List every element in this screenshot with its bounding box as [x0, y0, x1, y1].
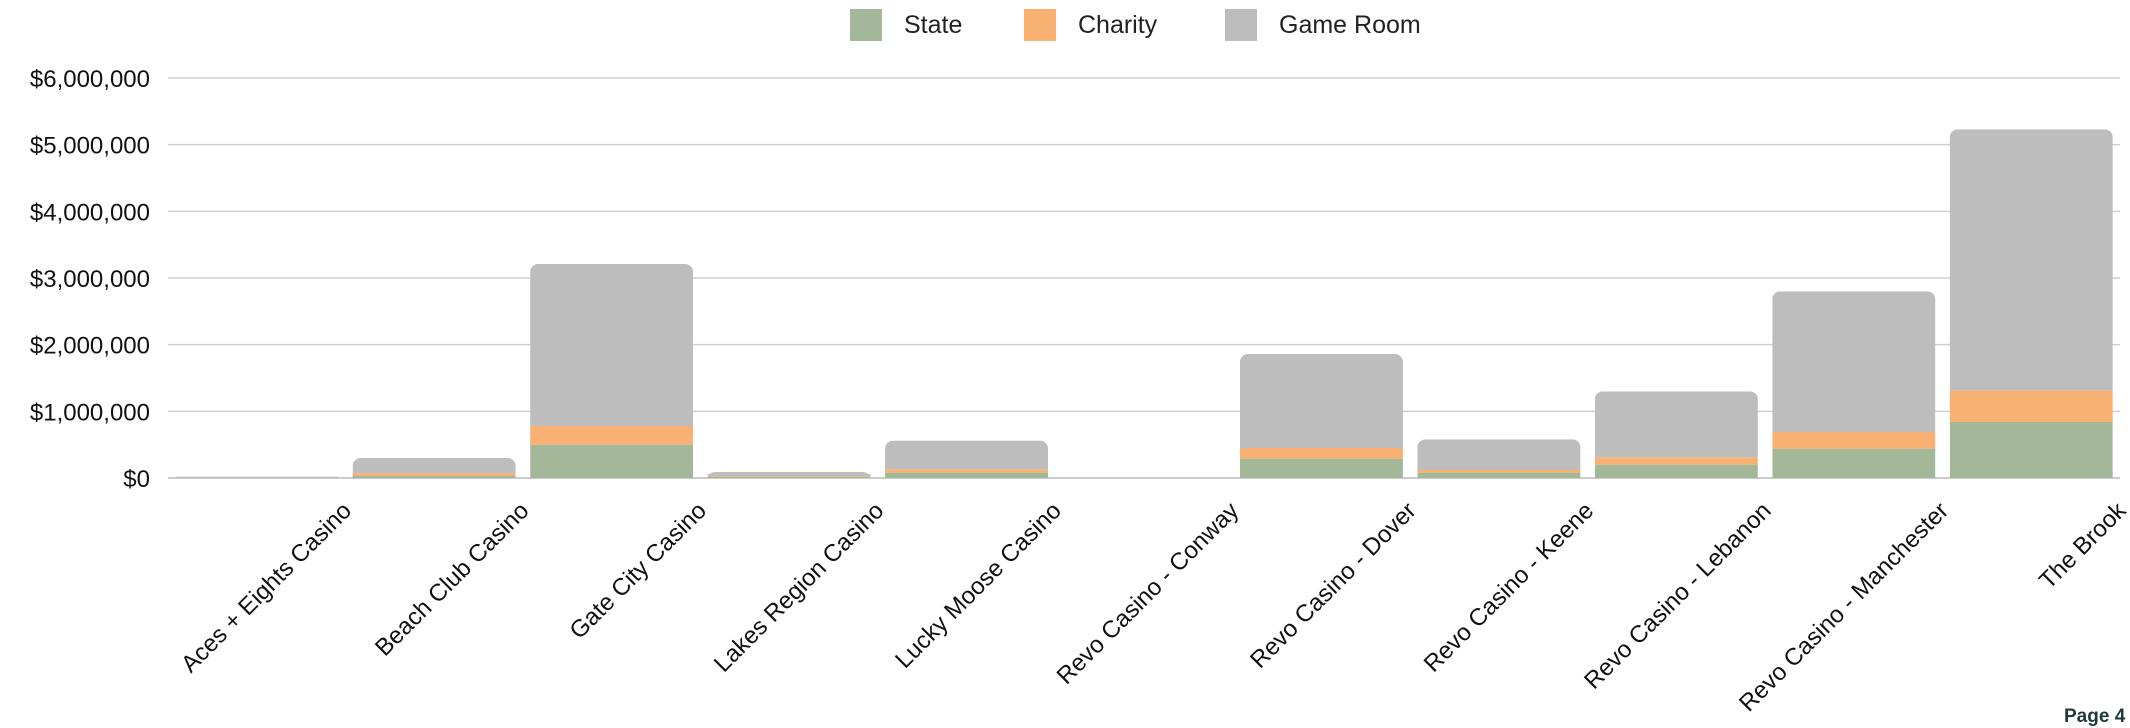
bar-group: [352, 458, 516, 478]
bar-segment-state: [885, 472, 1049, 478]
gridlines: [168, 77, 2120, 479]
bar-segment-game-room: [1949, 129, 2113, 391]
bar-group: [1949, 129, 2113, 478]
bar-segment-game-room: [530, 264, 694, 426]
bar-group: [1772, 291, 1936, 478]
legend-swatch: [1024, 9, 1056, 41]
bar-segment-game-room: [352, 458, 516, 474]
bar-segment-charity: [352, 473, 516, 476]
x-category-label: Lucky Moose Casino: [890, 497, 1067, 674]
x-axis-labels: Aces + Eights Casino Beach Club Casino Gat…: [176, 496, 2130, 717]
x-category-label: Aces + Eights Casino: [176, 497, 357, 678]
x-category-label: Beach Club Casino: [370, 497, 534, 661]
y-tick-label: $5,000,000: [30, 133, 150, 160]
x-category-label: Revo Casino - Conway: [1052, 497, 1245, 690]
legend-label: State: [904, 11, 962, 39]
bar-segment-charity: [1772, 432, 1936, 449]
x-category-label: The Brook: [2034, 496, 2130, 594]
legend-label: Game Room: [1279, 11, 1421, 39]
legend-item: Charity: [1024, 9, 1158, 41]
x-category-label: Revo Casino - Keene: [1419, 497, 1599, 677]
bar-segment-state: [1772, 448, 1936, 478]
y-tick-label: $1,000,000: [30, 399, 150, 426]
legend-item: State: [850, 9, 962, 41]
bar-group: [1239, 354, 1403, 478]
bar-segment-game-room: [1417, 439, 1581, 470]
bar-group: [175, 476, 339, 478]
bar-segment-game-room: [1594, 391, 1758, 458]
bar-segment-charity: [1417, 470, 1581, 473]
legend-item: Game Room: [1225, 9, 1421, 41]
bar-segment-state: [530, 444, 694, 478]
legend-swatch: [1225, 9, 1257, 41]
bar-group: [885, 440, 1049, 478]
y-tick-label: $6,000,000: [30, 66, 150, 93]
x-category-label: Gate City Casino: [565, 497, 712, 644]
bars: [175, 129, 2113, 478]
bar-group: [1417, 439, 1581, 478]
page-number: Page 4: [2064, 706, 2126, 727]
bar-segment-game-room: [707, 472, 871, 476]
bar-group: [530, 264, 694, 478]
bar-segment-charity: [1239, 448, 1403, 459]
bar-segment-charity: [530, 426, 694, 445]
bar-segment-state: [1949, 422, 2113, 478]
bar-segment-charity: [1594, 457, 1758, 465]
legend: State Charity Game Room: [850, 9, 1421, 41]
bar-segment-state: [1417, 472, 1581, 478]
bar-segment-game-room: [885, 440, 1049, 470]
bar-group: [707, 472, 871, 478]
bar-segment-game-room: [175, 476, 339, 478]
y-axis-ticks: $0 $1,000,000 $2,000,000 $3,000,000 $4,000,0…: [30, 66, 150, 493]
y-tick-label: $0: [123, 466, 150, 493]
bar-segment-state: [1239, 458, 1403, 478]
bar-segment-state: [352, 476, 516, 478]
x-category-label: Revo Casino - Manchester: [1734, 497, 1954, 717]
bar-segment-state: [707, 476, 871, 478]
legend-label: Charity: [1078, 11, 1158, 39]
bar-segment-game-room: [1772, 291, 1936, 432]
y-tick-label: $2,000,000: [30, 333, 150, 360]
bar-segment-game-room: [1239, 354, 1403, 448]
bar-segment-charity: [707, 476, 871, 477]
x-category-label: Revo Casino - Lebanon: [1579, 497, 1776, 694]
x-category-label: Revo Casino - Dover: [1245, 497, 1422, 674]
bar-segment-charity: [885, 469, 1049, 473]
y-tick-label: $3,000,000: [30, 266, 150, 293]
bar-group: [1594, 391, 1758, 478]
y-tick-label: $4,000,000: [30, 199, 150, 226]
x-category-label: Lakes Region Casino: [709, 497, 889, 677]
bar-segment-charity: [1949, 390, 2113, 422]
bar-segment-state: [1594, 464, 1758, 478]
legend-swatch: [850, 9, 882, 41]
